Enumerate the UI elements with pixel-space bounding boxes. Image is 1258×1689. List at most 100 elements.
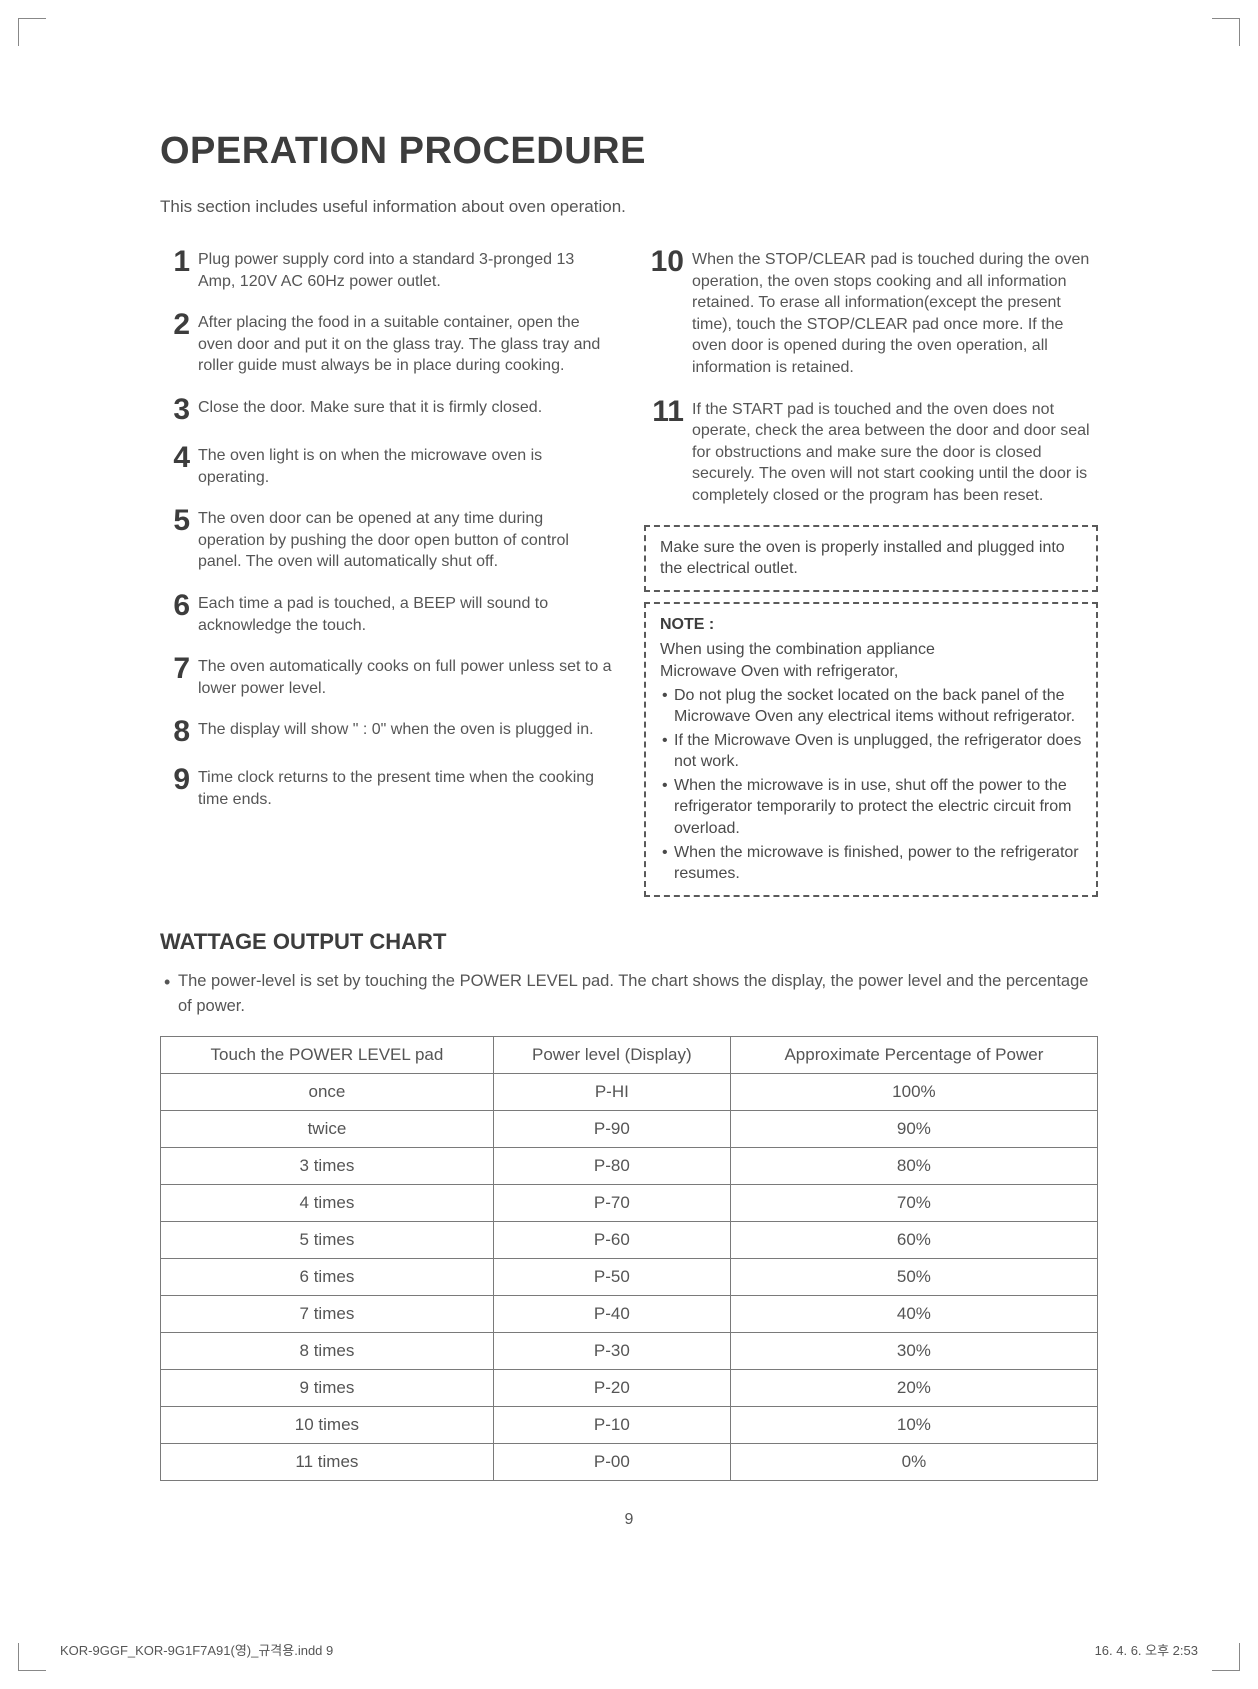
table-cell: 8 times <box>161 1333 494 1370</box>
note-lead: Microwave Oven with refrigerator, <box>660 661 1082 683</box>
note-list: Do not plug the socket located on the ba… <box>660 685 1082 885</box>
note-bullet: If the Microwave Oven is unplugged, the … <box>660 730 1082 773</box>
crop-mark-br <box>1212 1643 1240 1671</box>
intro-text: This section includes useful information… <box>160 197 1098 217</box>
table-cell: 80% <box>730 1148 1097 1185</box>
crop-mark-tr <box>1212 18 1240 46</box>
table-cell: 10% <box>730 1407 1097 1444</box>
table-cell: twice <box>161 1111 494 1148</box>
table-cell: P-90 <box>493 1111 730 1148</box>
table-header: Power level (Display) <box>493 1037 730 1074</box>
footer-left: KOR-9GGF_KOR-9G1F7A91(영)_규격용.indd 9 <box>60 1640 333 1659</box>
step-number: 7 <box>160 654 190 684</box>
step: 2 After placing the food in a suitable co… <box>160 310 614 377</box>
right-column: 10 When the STOP/CLEAR pad is touched dur… <box>644 247 1098 907</box>
step-text: The oven automatically cooks on full pow… <box>198 654 614 699</box>
step-number: 2 <box>160 310 190 340</box>
table-row: onceP-HI100% <box>161 1074 1098 1111</box>
step-text: The oven door can be opened at any time … <box>198 506 614 573</box>
step-text: Each time a pad is touched, a BEEP will … <box>198 591 614 636</box>
step: 7 The oven automatically cooks on full po… <box>160 654 614 699</box>
note-title: NOTE : <box>660 614 1082 636</box>
page-content: OPERATION PROCEDURE This section include… <box>0 0 1258 1589</box>
step-number: 8 <box>160 717 190 747</box>
table-cell: 70% <box>730 1185 1097 1222</box>
table-cell: P-50 <box>493 1259 730 1296</box>
table-cell: 20% <box>730 1370 1097 1407</box>
table-cell: P-HI <box>493 1074 730 1111</box>
table-cell: 6 times <box>161 1259 494 1296</box>
step: 9 Time clock returns to the present time … <box>160 765 614 810</box>
table-cell: P-20 <box>493 1370 730 1407</box>
table-row: 11 timesP-000% <box>161 1444 1098 1481</box>
step-number: 9 <box>160 765 190 795</box>
step-number: 5 <box>160 506 190 536</box>
wattage-heading: WATTAGE OUTPUT CHART <box>160 929 1098 955</box>
step-text: The display will show " : 0" when the ov… <box>198 717 594 741</box>
page-title: OPERATION PROCEDURE <box>160 130 1098 173</box>
table-header: Approximate Percentage of Power <box>730 1037 1097 1074</box>
step-text: The oven light is on when the microwave … <box>198 443 614 488</box>
step-number: 1 <box>160 247 190 277</box>
wattage-description: The power-level is set by touching the P… <box>160 969 1098 1019</box>
table-cell: 10 times <box>161 1407 494 1444</box>
note-bullet: When the microwave is in use, shut off t… <box>660 775 1082 840</box>
table-cell: P-00 <box>493 1444 730 1481</box>
table-cell: 100% <box>730 1074 1097 1111</box>
table-row: 8 timesP-3030% <box>161 1333 1098 1370</box>
step: 3 Close the door. Make sure that it is fi… <box>160 395 614 425</box>
table-cell: P-80 <box>493 1148 730 1185</box>
step-number: 11 <box>644 397 684 427</box>
table-cell: 90% <box>730 1111 1097 1148</box>
note-box: NOTE : When using the combination applian… <box>644 602 1098 897</box>
table-cell: 4 times <box>161 1185 494 1222</box>
note-bullet: When the microwave is finished, power to… <box>660 842 1082 885</box>
step-text: After placing the food in a suitable con… <box>198 310 614 377</box>
table-row: 6 timesP-5050% <box>161 1259 1098 1296</box>
step-number: 4 <box>160 443 190 473</box>
table-cell: once <box>161 1074 494 1111</box>
table-cell: 11 times <box>161 1444 494 1481</box>
table-cell: 60% <box>730 1222 1097 1259</box>
table-header: Touch the POWER LEVEL pad <box>161 1037 494 1074</box>
table-cell: P-60 <box>493 1222 730 1259</box>
table-row: twiceP-9090% <box>161 1111 1098 1148</box>
step: 1Plug power supply cord into a standard … <box>160 247 614 292</box>
table-cell: 5 times <box>161 1222 494 1259</box>
step-text: When the STOP/CLEAR pad is touched durin… <box>692 247 1098 379</box>
table-cell: P-30 <box>493 1333 730 1370</box>
step-text: Time clock returns to the present time w… <box>198 765 614 810</box>
step: 5 The oven door can be opened at any time… <box>160 506 614 573</box>
table-row: 9 timesP-2020% <box>161 1370 1098 1407</box>
table-cell: 7 times <box>161 1296 494 1333</box>
step-number: 10 <box>644 247 684 277</box>
footer: KOR-9GGF_KOR-9G1F7A91(영)_규격용.indd 9 16. … <box>60 1640 1198 1659</box>
table-cell: P-70 <box>493 1185 730 1222</box>
step-number: 3 <box>160 395 190 425</box>
table-cell: 9 times <box>161 1370 494 1407</box>
step: 10 When the STOP/CLEAR pad is touched dur… <box>644 247 1098 379</box>
wattage-table: Touch the POWER LEVEL padPower level (Di… <box>160 1036 1098 1481</box>
table-row: 4 timesP-7070% <box>161 1185 1098 1222</box>
step: 8 The display will show " : 0" when the o… <box>160 717 614 747</box>
table-cell: 40% <box>730 1296 1097 1333</box>
step: 6 Each time a pad is touched, a BEEP will… <box>160 591 614 636</box>
table-cell: 0% <box>730 1444 1097 1481</box>
step: 11 If the START pad is touched and the ov… <box>644 397 1098 507</box>
left-column: 1Plug power supply cord into a standard … <box>160 247 614 907</box>
table-row: 10 timesP-1010% <box>161 1407 1098 1444</box>
page-number: 9 <box>160 1511 1098 1529</box>
step: 4 The oven light is on when the microwave… <box>160 443 614 488</box>
table-cell: P-40 <box>493 1296 730 1333</box>
step-number: 6 <box>160 591 190 621</box>
footer-right: 16. 4. 6. 오후 2:53 <box>1095 1640 1198 1659</box>
step-text: Close the door. Make sure that it is fir… <box>198 395 542 419</box>
table-cell: 50% <box>730 1259 1097 1296</box>
table-cell: 30% <box>730 1333 1097 1370</box>
step-text: If the START pad is touched and the oven… <box>692 397 1098 507</box>
crop-mark-bl <box>18 1643 46 1671</box>
steps-columns: 1Plug power supply cord into a standard … <box>160 247 1098 907</box>
table-cell: P-10 <box>493 1407 730 1444</box>
note-lead: When using the combination appliance <box>660 639 1082 661</box>
note-bullet: Do not plug the socket located on the ba… <box>660 685 1082 728</box>
